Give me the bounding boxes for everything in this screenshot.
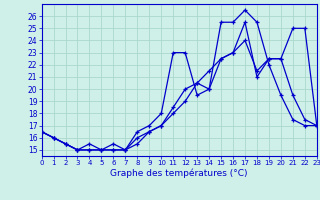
X-axis label: Graphe des températures (°C): Graphe des températures (°C)	[110, 169, 248, 178]
